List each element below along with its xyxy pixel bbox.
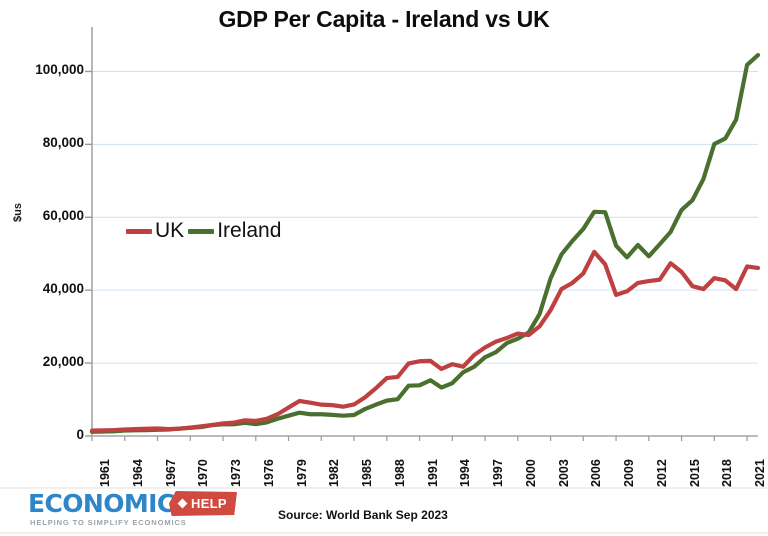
y-tick-label: 40,000 [42,281,84,297]
logo-diamond-icon [177,498,188,509]
legend-swatch-ireland [188,228,215,234]
source-note: Source: World Bank Sep 2023 [278,508,448,522]
series-line-ireland [89,52,761,434]
logo-tag-label: HELP [191,496,227,511]
chart-legend: UK Ireland [126,219,283,243]
legend-label-ireland: Ireland [217,219,282,242]
logo-tag-shape: HELP [169,491,237,516]
legend-swatch-uk [126,228,152,234]
y-tick-label: 60,000 [42,208,84,224]
y-tick-label: 100,000 [35,62,84,78]
y-tick-label: 80,000 [42,135,84,151]
y-tick-label: 0 [76,427,84,442]
logo-tagline: HELPING TO SIMPLIFY ECONOMICS [30,518,187,527]
y-tick-label: 20,000 [42,354,84,370]
logo-wordmark: ECONOMICS [28,489,193,518]
legend-label-uk: UK [155,219,185,242]
y-axis-tick-labels: 0 20,000 40,000 60,000 80,000 100,000 [0,0,84,536]
series-line-uk [89,249,761,433]
economicshelp-logo: ECONOMICS HELP HELPING TO SIMPLIFY ECONO… [28,489,240,529]
chart-title: GDP Per Capita - Ireland vs UK [218,6,550,32]
